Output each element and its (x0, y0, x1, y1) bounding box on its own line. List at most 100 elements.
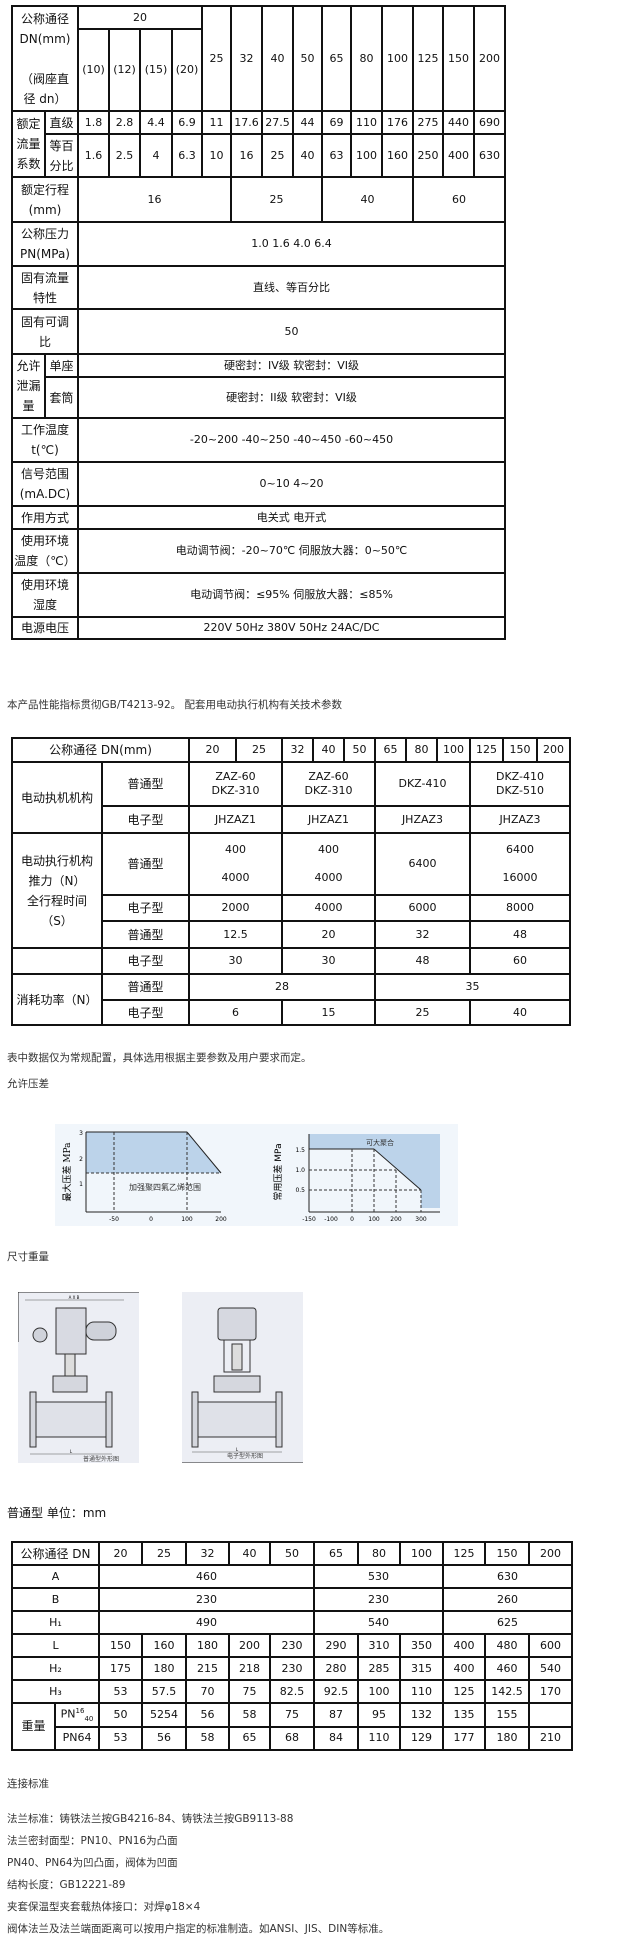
table-cell: 25 (141, 1541, 188, 1566)
table-row: 电动执行机构 推力（N） 全行程时间 （S） 普通型 400 4000 400 400… (11, 832, 571, 949)
table-cell: DKZ-410 (374, 761, 471, 807)
ytick: 1.0 (295, 1167, 305, 1174)
electronic-valve-drawing: L 电子型外形图 (182, 1292, 303, 1463)
section-dims-heading: 尺寸重量 (7, 1251, 49, 1263)
table-cell: 400 (442, 1656, 487, 1681)
table-cell: 硬密封：IV级 软密封：VI级 (77, 353, 506, 378)
dimension-weight-table: 公称通径 DN 20 25 32 40 50 65 80 100 125 150 200 A 460 530… (10, 1541, 574, 1751)
table-cell: 400 4000 (281, 832, 376, 896)
table-cell: 6000 (374, 894, 471, 922)
table-cell: 1.0 1.6 4.0 6.4 (77, 221, 506, 267)
table-cell: 230 (313, 1587, 445, 1612)
pressure-figures: 最大压差 MPa 3 2 1 -50 0 100 200 加强聚四氟乙烯范围 常… (55, 1124, 458, 1226)
table-cell: 490 (98, 1610, 316, 1635)
table-cell: 215 (185, 1656, 231, 1681)
table-cell: 6 (188, 999, 283, 1026)
table-cell: 6.3 (171, 133, 203, 178)
row-label-cell: 消耗功率（N） (11, 973, 103, 1026)
table-cell: 110 (350, 110, 383, 135)
table-cell: 75 (228, 1679, 272, 1704)
table-cell: 32 (374, 920, 471, 949)
table-row: 公称通径 DN 20 25 32 40 50 65 80 100 125 150 200 (10, 1541, 574, 1566)
table-cell: 200 (536, 737, 571, 763)
table-cell: 125 (442, 1541, 487, 1566)
table-row: 等百 分比 1.6 2.5 4 6.3 10 16 25 40 63 100 160 250 400 630 (12, 133, 506, 178)
table-row: 普通型 12.5 20 32 48 (12, 920, 571, 949)
table-cell: 176 (381, 110, 414, 135)
ytick: 3 (79, 1130, 83, 1137)
table-cell: 65 (374, 737, 407, 763)
row-label-cell: 允许 泄漏 量 (11, 353, 46, 419)
table-cell: 110 (399, 1679, 445, 1704)
table-cell: 70 (185, 1679, 231, 1704)
table-cell: 6400 (374, 832, 471, 896)
table-cell: 25 (261, 133, 294, 178)
table-cell: 170 (528, 1679, 574, 1704)
row-label-cell: 单座 (44, 353, 79, 378)
row-label-cell: 电动执行机构 推力（N） 全行程时间 （S） (11, 832, 103, 949)
table-cell: 1.8 (77, 110, 110, 135)
row-label-cell: 电源电压 (11, 616, 79, 640)
table-cell: 25 (201, 5, 232, 112)
table-cell: H₂ (10, 1656, 101, 1681)
table-cell: (20) (171, 28, 203, 112)
table-cell: 电动调节阀：-20~70℃ 伺服放大器：0~50℃ (77, 528, 506, 574)
table-cell: 53 (98, 1679, 144, 1704)
table-row: 工作温度 t(℃) -20~200 -40~250 -40~450 -60~450 (11, 417, 506, 463)
table-cell: 20 (281, 920, 376, 949)
table-cell: 175 (98, 1656, 144, 1681)
table-cell: 180 (484, 1725, 531, 1751)
row-label-cell: 作用方式 (11, 505, 79, 530)
table-cell: 60 (469, 947, 571, 975)
table-cell: H₁ (10, 1610, 101, 1635)
table-cell: 63 (321, 133, 352, 178)
table-cell: 32 (281, 737, 314, 763)
region-label-left: 加强聚四氟乙烯范围 (129, 1182, 201, 1192)
table-cell: 32 (230, 5, 263, 112)
table-cell: 540 (528, 1656, 574, 1681)
table-cell: 20 (188, 737, 237, 763)
connect-standard-line: 法兰标准：铸铁法兰按GB4216-84、铸铁法兰按GB9113-88 (7, 1813, 294, 1825)
actuator-spec-table: 公称通径 DN(mm) 20 25 32 40 50 65 80 100 125 150 200 电动执… (11, 737, 571, 1026)
table-cell: 53 (98, 1725, 144, 1751)
table-cell: 50 (292, 5, 323, 112)
table-cell: 155 (484, 1702, 531, 1728)
standard-note: 本产品性能指标贯彻GB/T4213-92。 配套用电动执行机构有关技术参数 (7, 699, 342, 711)
table-row: 使用环境 湿度 电动调节阀：≤95% 伺服放大器：≤85% (11, 572, 506, 618)
table-cell: 200 (228, 1633, 272, 1658)
table-cell: 4000 (281, 894, 376, 922)
row-label-cell: 公称压力 PN(MPa) (11, 221, 79, 267)
xtick: 0 (149, 1216, 153, 1223)
table-row: 公称通径 DN(mm) （阀座直 径 dn） 20 25 32 40 50 65 80 100 1… (11, 5, 506, 112)
table-cell: 218 (228, 1656, 272, 1681)
row-label-cell: 电子型 (101, 894, 190, 922)
table-cell: 80 (350, 5, 383, 112)
ytick: 2 (79, 1156, 83, 1163)
cell-text: PN (60, 1707, 76, 1721)
connect-standard-line: 结构长度：GB12221-89 (7, 1879, 126, 1891)
row-label-cell: 使用环境 湿度 (11, 572, 79, 618)
table-row: 消耗功率（N） 普通型 28 35 (11, 973, 571, 1026)
table-cell: 16 (230, 133, 263, 178)
table-cell: 625 (442, 1610, 574, 1635)
table-cell: 460 (98, 1564, 316, 1589)
table-cell: 460 (484, 1656, 531, 1681)
table-cell: 50 (98, 1702, 144, 1728)
table-cell: 65 (228, 1725, 272, 1751)
table-cell: 180 (141, 1656, 188, 1681)
table-cell: 92.5 (313, 1679, 360, 1704)
table-cell: 44 (292, 110, 323, 135)
figure-left: 最大压差 MPa 3 2 1 -50 0 100 200 加强聚四氟乙烯范围 (61, 1130, 227, 1223)
table-row: 允许 泄漏 量单座 硬密封：IV级 软密封：VI级 (11, 353, 506, 419)
row-label-cell: 工作温度 t(℃) (11, 417, 79, 463)
table-cell: 150 (442, 5, 475, 112)
table-cell: 40 (261, 5, 294, 112)
table-cell: (10) (77, 28, 110, 112)
table-cell: 230 (269, 1633, 316, 1658)
table-cell: 315 (399, 1656, 445, 1681)
row-label-cell: 公称通径 DN(mm) （阀座直 径 dn） (11, 5, 79, 112)
table-cell: 310 (357, 1633, 402, 1658)
table-cell: JHZAZ1 (188, 805, 283, 834)
table-cell: L (10, 1633, 101, 1658)
region-fill-right (309, 1134, 440, 1208)
